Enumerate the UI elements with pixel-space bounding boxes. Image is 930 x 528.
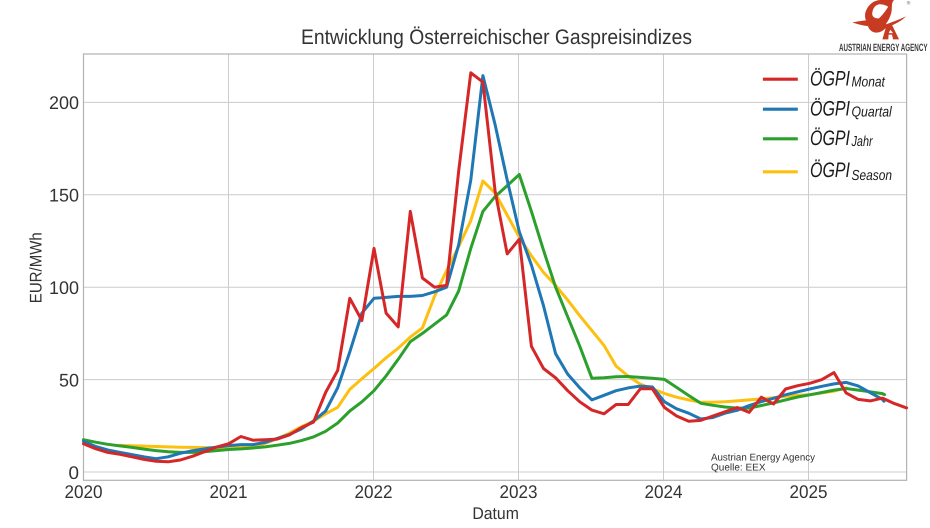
svg-text:2020: 2020	[65, 481, 103, 502]
svg-text:50: 50	[59, 369, 79, 390]
svg-text:ÖGPI: ÖGPI	[810, 97, 850, 120]
svg-text:EUR/MWh: EUR/MWh	[27, 232, 46, 303]
svg-text:ÖGPI: ÖGPI	[810, 67, 850, 90]
svg-text:Monat: Monat	[852, 74, 886, 90]
svg-text:2025: 2025	[790, 481, 828, 502]
svg-text:Jahr: Jahr	[851, 134, 874, 150]
svg-text:Datum: Datum	[472, 504, 519, 523]
svg-text:Season: Season	[852, 168, 893, 184]
svg-text:150: 150	[49, 185, 79, 206]
svg-text:Entwicklung Österreichischer G: Entwicklung Österreichischer Gaspreisind…	[301, 26, 692, 49]
svg-text:100: 100	[49, 277, 79, 298]
svg-text:ÖGPI: ÖGPI	[810, 159, 850, 182]
svg-text:®: ®	[907, 0, 911, 6]
svg-text:AUSTRIAN ENERGY AGENCY: AUSTRIAN ENERGY AGENCY	[839, 42, 928, 54]
svg-text:2021: 2021	[210, 481, 248, 502]
svg-text:Austrian Energy Agency: Austrian Energy Agency	[711, 453, 815, 464]
svg-text:2022: 2022	[355, 481, 393, 502]
svg-text:200: 200	[49, 92, 79, 113]
svg-text:2024: 2024	[645, 481, 683, 502]
svg-text:Quartal: Quartal	[852, 104, 893, 120]
svg-text:Quelle: EEX: Quelle: EEX	[711, 462, 766, 473]
svg-text:ÖGPI: ÖGPI	[810, 127, 850, 150]
svg-text:2023: 2023	[500, 481, 538, 502]
svg-text:0: 0	[69, 462, 80, 483]
